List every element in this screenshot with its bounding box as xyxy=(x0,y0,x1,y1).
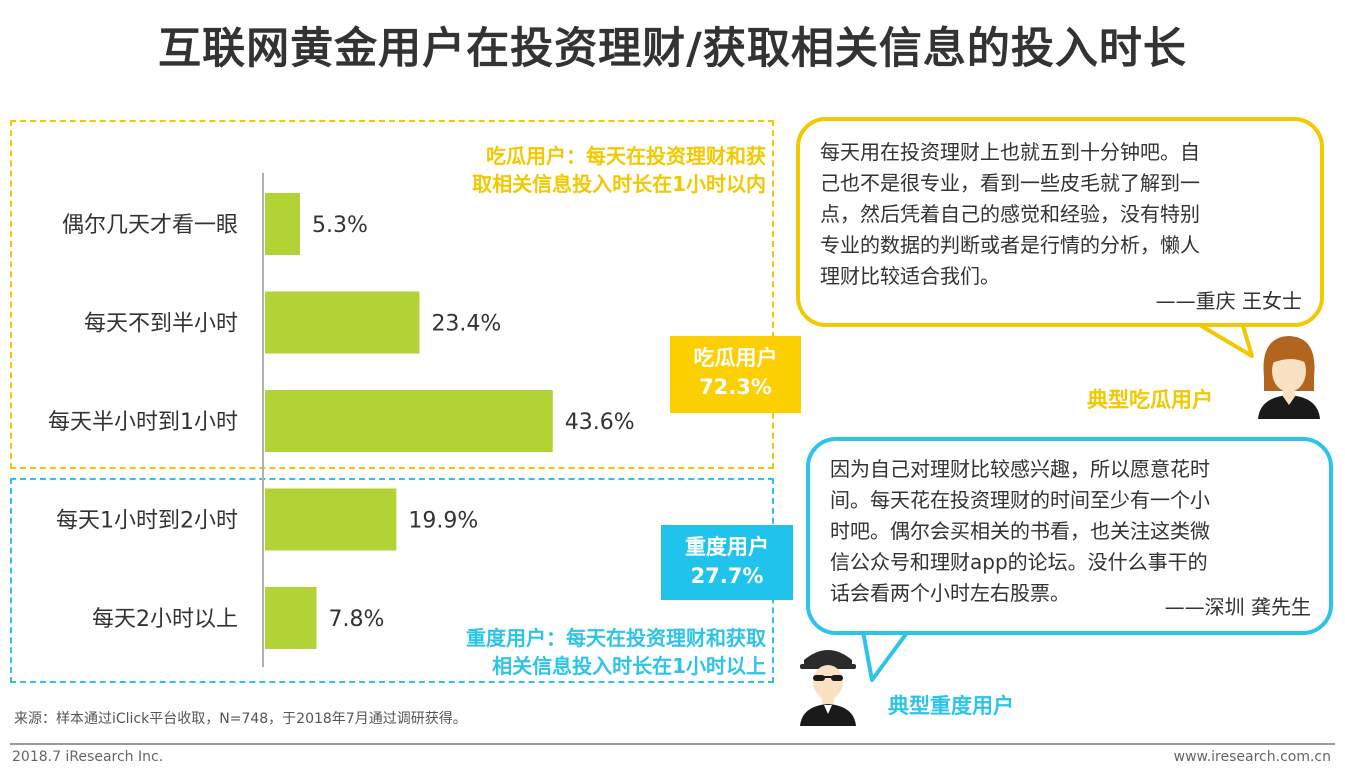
heavy-group-description: 重度用户：每天在投资理财和获取 相关信息投入时长在1小时以上 xyxy=(390,624,766,680)
heavy-description-line-2: 相关信息投入时长在1小时以上 xyxy=(492,654,766,678)
category-label-5: 每天2小时以上 xyxy=(92,607,238,632)
casual-badge-value: 72.3% xyxy=(699,375,772,399)
casual-group-frame xyxy=(10,120,774,469)
heavy-description-line-1: 重度用户：每天在投资理财和获取 xyxy=(466,626,766,650)
heavy-badge-value: 27.7% xyxy=(690,564,764,588)
heavy-badge-name: 重度用户 xyxy=(685,535,769,559)
category-label-3: 每天半小时到1小时 xyxy=(48,410,238,435)
quote-line: 每天用在投资理财上也就五到十分钟吧。自 xyxy=(820,140,1200,164)
value-label-4: 19.9% xyxy=(408,509,478,534)
quote-signature: ——重庆 王女士 xyxy=(1155,289,1302,313)
quote-line: 间。每天花在投资理财的时间至少有一个小 xyxy=(830,488,1210,512)
duration-bar-chart: 偶尔几天才看一眼 5.3% 每天不到半小时 23.4% 每天半小时到1小时 43.6% 每天… xyxy=(48,173,635,667)
casual-description-line-1: 吃瓜用户：每天在投资理财和获 xyxy=(486,144,766,168)
category-label-1: 偶尔几天才看一眼 xyxy=(62,213,238,238)
source-note: 来源：样本通过iClick平台收取，N=748，于2018年7月通过调研获得。 xyxy=(14,711,467,727)
quote-line: 信公众号和理财app的论坛。没什么事干的 xyxy=(830,550,1208,574)
category-label-2: 每天不到半小时 xyxy=(84,312,238,337)
quote-line: 己也不是很专业，看到一些皮毛就了解到一 xyxy=(820,171,1200,195)
value-label-2: 23.4% xyxy=(431,312,501,337)
quote-line: 点，然后凭着自己的感觉和经验，没有特别 xyxy=(820,202,1200,226)
quote-signature: ——深圳 龚先生 xyxy=(1164,595,1311,619)
category-label-4: 每天1小时到2小时 xyxy=(56,509,238,534)
quote-line: 理财比较适合我们。 xyxy=(820,264,1000,288)
value-label-1: 5.3% xyxy=(312,213,368,238)
quote-line: 专业的数据的判断或者是行情的分析，懒人 xyxy=(820,233,1200,257)
bar-1 xyxy=(265,193,300,255)
quote-line: 话会看两个小时左右股票。 xyxy=(830,581,1070,605)
quote-line: 时吧。偶尔会买相关的书看，也关注这类微 xyxy=(830,519,1210,543)
bar-5 xyxy=(265,587,317,649)
casual-persona-label: 典型吃瓜用户 xyxy=(1087,388,1213,412)
casual-badge-name: 吃瓜用户 xyxy=(693,346,778,370)
heavy-user-quote-bubble: 因为自己对理财比较感兴趣，所以愿意花时 间。每天花在投资理财的时间至少有一个小 … xyxy=(806,437,1333,635)
heavy-share-badge: 重度用户 27.7% xyxy=(661,525,793,600)
heavy-persona-label: 典型重度用户 xyxy=(888,694,1014,718)
casual-share-badge: 吃瓜用户 72.3% xyxy=(670,336,801,413)
casual-description-line-2: 取相关信息投入时长在1小时以内 xyxy=(472,172,766,196)
bar-3 xyxy=(265,390,553,452)
value-label-5: 7.8% xyxy=(328,607,384,632)
bar-2 xyxy=(265,291,420,354)
value-label-3: 43.6% xyxy=(565,410,635,435)
footer-copyright: 2018.7 iResearch Inc. xyxy=(12,749,164,765)
casual-group-description: 吃瓜用户：每天在投资理财和获 取相关信息投入时长在1小时以内 xyxy=(390,142,766,198)
footer-divider xyxy=(10,743,1335,745)
footer-url: www.iresearch.com.cn xyxy=(1173,749,1331,765)
bar-4 xyxy=(265,488,397,551)
page-title: 互联网黄金用户在投资理财/获取相关信息的投入时长 xyxy=(158,24,1187,74)
man-avatar-icon xyxy=(800,650,856,726)
quote-line: 因为自己对理财比较感兴趣，所以愿意花时 xyxy=(830,457,1210,481)
woman-avatar-icon xyxy=(1258,336,1320,419)
casual-user-quote-bubble: 每天用在投资理财上也就五到十分钟吧。自 己也不是很专业，看到一些皮毛就了解到一 … xyxy=(796,117,1324,327)
